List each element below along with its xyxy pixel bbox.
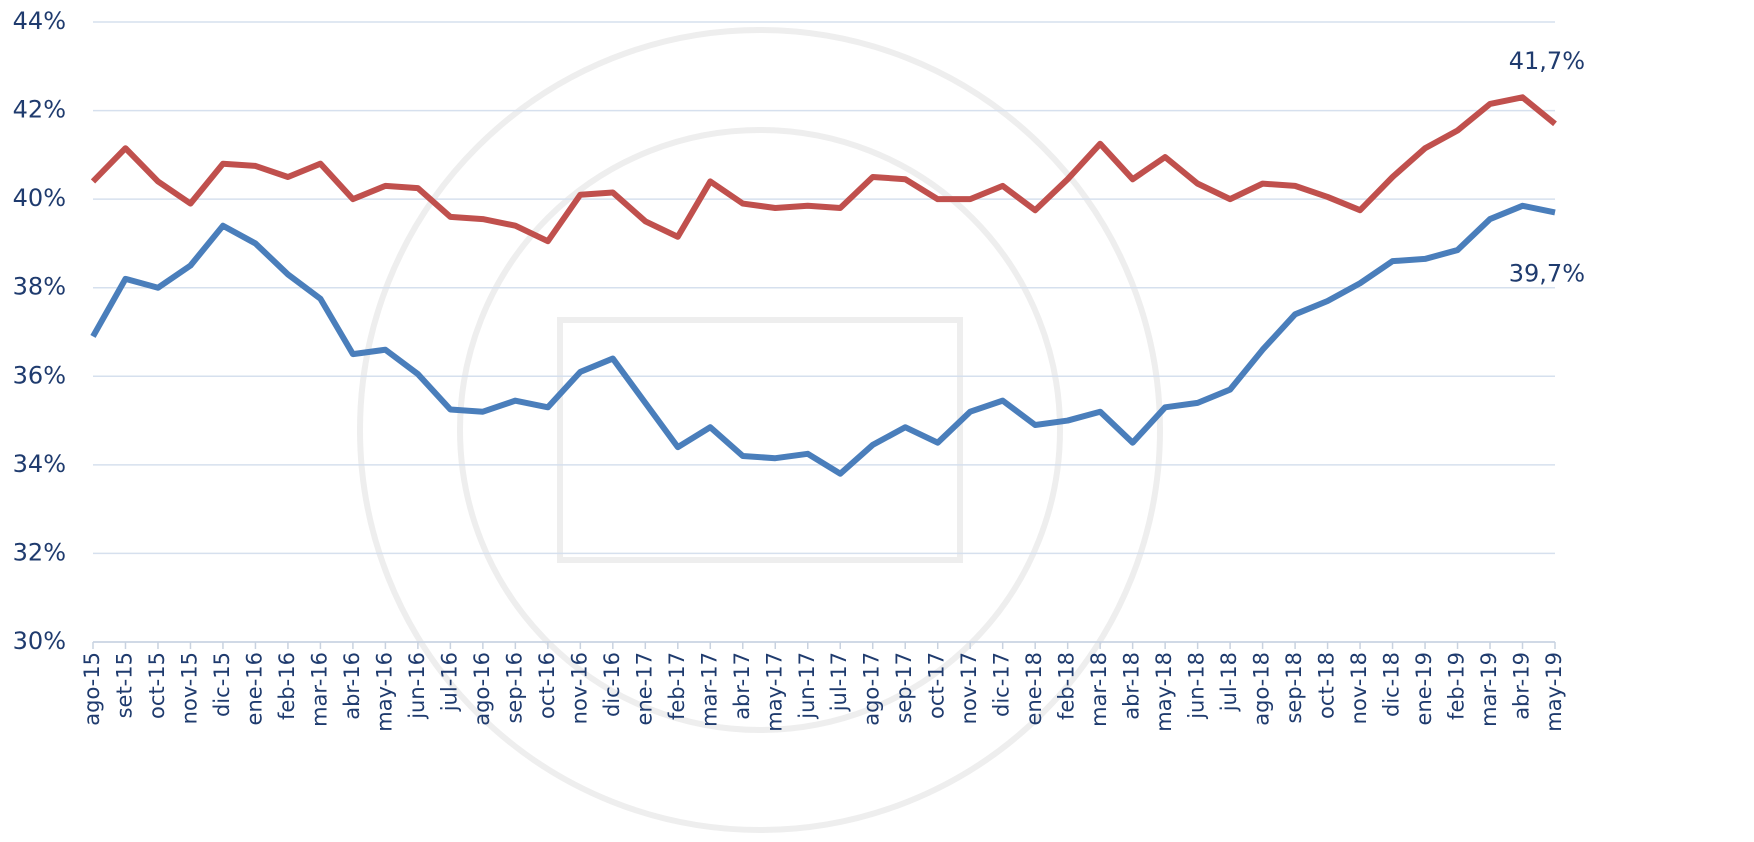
y-tick-label: 44%: [13, 7, 66, 35]
x-tick-label: may-17: [762, 652, 786, 732]
x-tick-label: ene-16: [242, 652, 266, 725]
x-tick-label: mar-17: [697, 652, 721, 727]
x-tick-label: may-18: [1152, 652, 1176, 732]
x-tick-label: nov-18: [1347, 652, 1371, 724]
watermark: [357, 27, 1163, 833]
x-tick-label: oct-18: [1315, 652, 1339, 719]
x-tick-label: ago-16: [470, 652, 494, 726]
x-tick-label: mar-16: [307, 652, 331, 727]
y-tick-label: 42%: [13, 96, 66, 124]
x-tick-label: ene-17: [632, 652, 656, 725]
y-tick-label: 32%: [13, 538, 66, 566]
x-tick-label: sep-18: [1282, 652, 1306, 724]
x-tick-label: dic-15: [210, 652, 234, 717]
x-tick-label: ago-15: [80, 652, 104, 726]
x-tick-label: feb-17: [665, 652, 689, 720]
x-tick-label: ago-17: [860, 652, 884, 726]
x-tick-label: feb-16: [275, 652, 299, 720]
x-tick-label: dic-17: [990, 652, 1014, 717]
series-line: [90, 202, 1556, 477]
x-tick-label: abr-17: [730, 652, 754, 720]
x-tick-label: abr-16: [340, 652, 364, 720]
series-line: [90, 94, 1557, 245]
y-tick-label: 40%: [13, 184, 66, 212]
x-tick-label: dic-16: [600, 652, 624, 717]
x-tick-label: jun-16: [405, 652, 429, 720]
x-tick-label: nov-15: [177, 652, 201, 724]
x-tick-label: jul-17: [827, 652, 851, 712]
x-tick-label: nov-17: [957, 652, 981, 724]
x-tick-label: may-16: [372, 652, 396, 732]
y-tick-label: 30%: [13, 627, 66, 655]
value-label: 41,7%: [1509, 47, 1585, 75]
x-tick-label: jul-18: [1217, 652, 1241, 712]
y-tick-label: 36%: [13, 361, 66, 389]
x-tick-label: dic-18: [1380, 652, 1404, 717]
x-tick-label: jul-16: [437, 652, 461, 712]
x-tick-label: oct-15: [145, 652, 169, 719]
x-tick-label: oct-16: [535, 652, 559, 719]
y-tick-label: 34%: [13, 450, 66, 478]
x-tick-label: nov-16: [567, 652, 591, 724]
y-tick-label: 38%: [13, 273, 66, 301]
x-tick-label: abr-19: [1510, 652, 1534, 720]
x-tick-label: jun-17: [795, 652, 819, 720]
x-tick-label: sep-17: [892, 652, 916, 724]
x-tick-label: feb-18: [1055, 652, 1079, 720]
x-tick-label: mar-19: [1477, 652, 1501, 727]
x-tick-label: mar-18: [1087, 652, 1111, 727]
x-tick-label: oct-17: [925, 652, 949, 719]
x-tick-label: may-19: [1542, 652, 1566, 732]
x-tick-label: ago-18: [1250, 652, 1274, 726]
x-tick-label: abr-18: [1120, 652, 1144, 720]
x-tick-label: set-15: [112, 652, 136, 718]
x-tick-label: sep-16: [502, 652, 526, 724]
value-label: 39,7%: [1509, 259, 1585, 287]
x-tick-label: ene-18: [1022, 652, 1046, 725]
x-tick-label: ene-19: [1412, 652, 1436, 725]
x-tick-label: jun-18: [1185, 652, 1209, 720]
x-tick-label: feb-19: [1445, 652, 1469, 720]
